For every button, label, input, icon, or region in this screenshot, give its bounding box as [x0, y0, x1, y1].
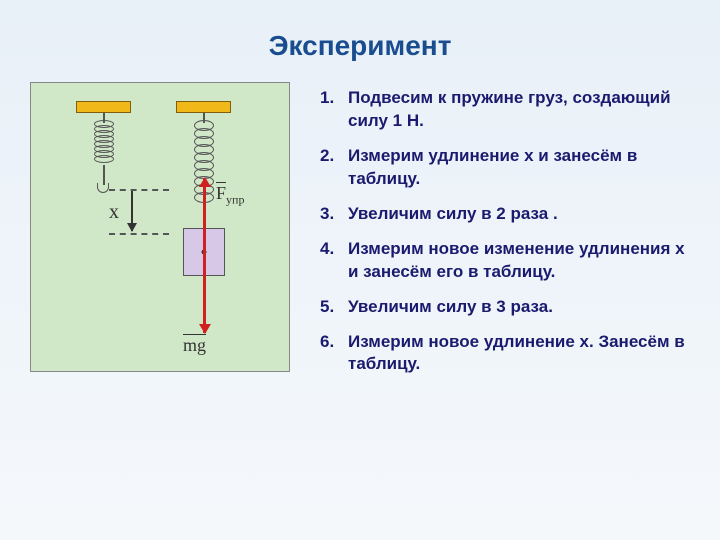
step-item: Увеличим силу в 2 раза .	[320, 203, 690, 226]
step-item: Измерим новое удлинение x. Занесём в таб…	[320, 331, 690, 377]
page-title: Эксперимент	[0, 0, 720, 82]
step-item: Подвесим к пружине груз, создающий силу …	[320, 87, 690, 133]
force-up-arrow	[203, 178, 206, 253]
step-item: Измерим удлинение x и занесём в таблицу.	[320, 145, 690, 191]
x-label: x	[109, 201, 119, 224]
content-row: x Fупр mg Подвесим к пружине груз, созда…	[0, 82, 720, 388]
force-down-arrow	[203, 253, 206, 333]
step-item: Измерим новое изменение удлинения x и за…	[320, 238, 690, 284]
steps-list: Подвесим к пружине груз, создающий силу …	[320, 82, 690, 388]
step-item: Увеличим силу в 3 раза.	[320, 296, 690, 319]
x-arrow	[131, 191, 133, 231]
spring-diagram: x Fупр mg	[30, 82, 290, 372]
hook-left	[97, 183, 109, 193]
spring-left	[94, 123, 114, 163]
force-down-label: mg	[183, 335, 206, 356]
dash-bottom	[109, 233, 169, 235]
dash-top	[109, 189, 169, 191]
ceiling-right	[176, 101, 231, 113]
force-up-label: Fупр	[216, 183, 244, 208]
wire-left-bottom	[103, 165, 105, 185]
ceiling-left	[76, 101, 131, 113]
